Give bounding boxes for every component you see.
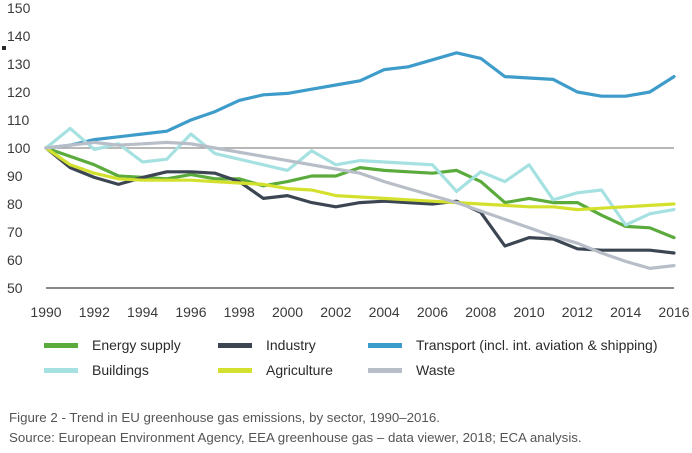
legend-label-waste: Waste [416, 362, 456, 378]
series-line-buildings [44, 126, 676, 227]
legend-swatch-transport [368, 342, 402, 348]
y-tick-label: 70 [7, 224, 23, 240]
series-line-industry [44, 146, 676, 255]
y-tick-label: 100 [7, 140, 31, 156]
legend-swatch-energy-supply [44, 342, 78, 348]
figure-caption: Figure 2 - Trend in EU greenhouse gas em… [9, 408, 582, 448]
y-tick-label: 150 [7, 0, 31, 16]
x-tick-label: 2008 [465, 304, 496, 320]
x-tick-label: 2012 [562, 304, 593, 320]
x-tick-label: 2014 [610, 304, 641, 320]
x-tick-label: 1998 [224, 304, 255, 320]
caption-title: Figure 2 - Trend in EU greenhouse gas em… [9, 410, 440, 425]
y-tick-label: 110 [7, 112, 30, 128]
y-tick-label: 140 [7, 28, 31, 44]
legend-swatch-buildings [44, 367, 78, 373]
y-tick-label: 50 [7, 280, 23, 296]
series-line-agriculture [44, 146, 676, 212]
legend: Energy supply Industry Transport (incl. … [0, 334, 692, 390]
legend-item-buildings: Buildings [44, 359, 149, 381]
legend-swatch-waste [368, 367, 402, 373]
x-tick-label: 2016 [658, 304, 689, 320]
legend-swatch-agriculture [218, 367, 252, 373]
legend-label-energy-supply: Energy supply [92, 337, 181, 353]
legend-item-agriculture: Agriculture [218, 359, 333, 381]
x-tick-label: 2002 [320, 304, 351, 320]
x-tick-label: 2004 [369, 304, 400, 320]
x-tick-label: 1996 [175, 304, 206, 320]
y-tick-label: 130 [7, 56, 31, 72]
x-tick-label: 2006 [417, 304, 448, 320]
y-tick-label: 80 [7, 196, 23, 212]
y-tick-label: 60 [7, 252, 23, 268]
legend-item-industry: Industry [218, 334, 316, 356]
x-tick-label: 1994 [127, 304, 158, 320]
legend-label-industry: Industry [266, 337, 316, 353]
legend-item-energy-supply: Energy supply [44, 334, 181, 356]
legend-item-transport: Transport (incl. int. aviation & shippin… [368, 334, 657, 356]
series-line-waste [44, 140, 676, 270]
series-lines [44, 51, 676, 270]
series-line-energy [44, 146, 676, 240]
x-tick-label: 2000 [272, 304, 303, 320]
caption-source: Source: European Environment Agency, EEA… [9, 430, 582, 445]
x-tick-label: 1990 [30, 304, 61, 320]
x-tick-label: 1992 [79, 304, 110, 320]
legend-label-agriculture: Agriculture [266, 362, 333, 378]
stray-dot [2, 46, 6, 50]
y-tick-label: 120 [7, 84, 31, 100]
y-tick-label: 90 [7, 168, 23, 184]
x-axis: 1990 1992 1994 1996 1998 2000 2002 2004 2006 2008… [30, 304, 689, 320]
x-tick-label: 2010 [513, 304, 544, 320]
legend-label-transport: Transport (incl. int. aviation & shippin… [416, 337, 658, 353]
series-line-transport [44, 51, 676, 150]
y-axis: 50 60 70 80 90 100 110 120 130 140 150 [7, 0, 674, 296]
legend-label-buildings: Buildings [92, 362, 149, 378]
legend-item-waste: Waste [368, 359, 455, 381]
legend-swatch-industry [218, 342, 252, 348]
